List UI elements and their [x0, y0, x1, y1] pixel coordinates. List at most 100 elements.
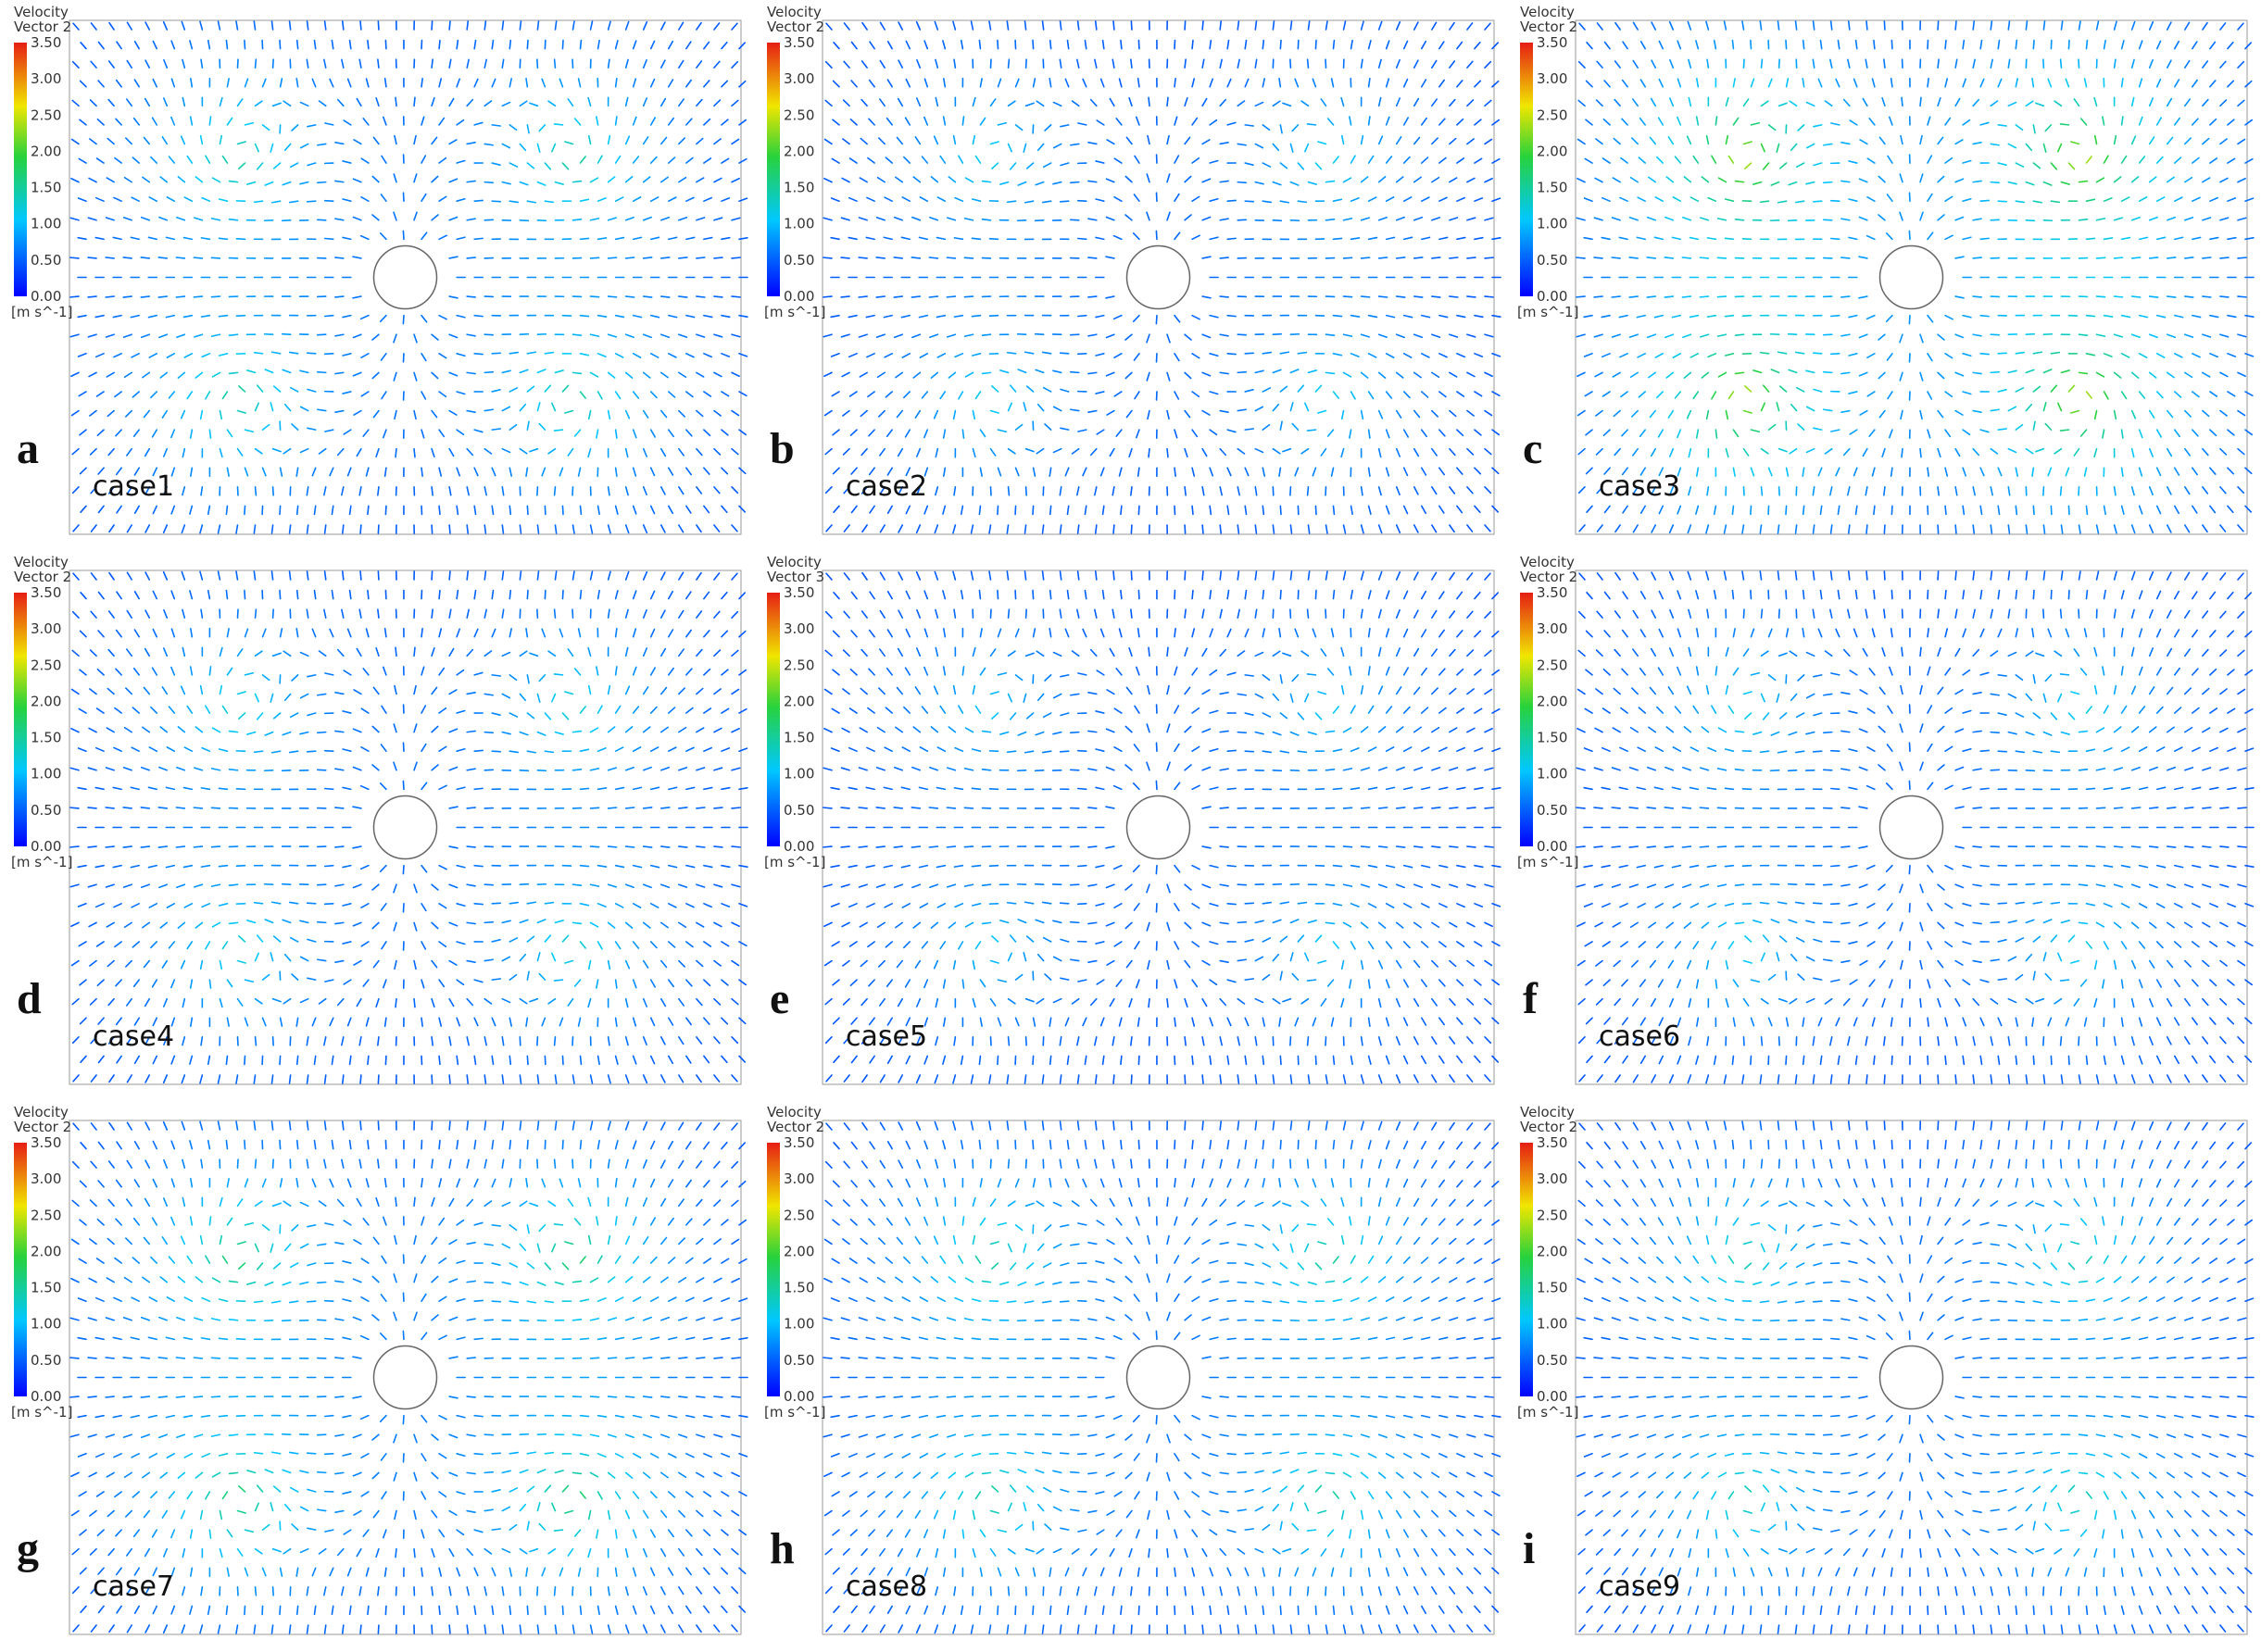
vector: [865, 314, 875, 319]
vector: [79, 669, 87, 676]
vector: [133, 79, 140, 88]
vector: [2007, 486, 2011, 496]
vector: [942, 590, 947, 600]
vector: [1136, 429, 1140, 439]
vector: [473, 1017, 479, 1027]
vector: [678, 1036, 685, 1045]
vector: [377, 486, 380, 496]
vector: [898, 1036, 904, 1045]
vector: [1201, 806, 1212, 809]
vector: [1191, 864, 1200, 870]
vector: [2130, 58, 2135, 69]
vector: [1619, 196, 1628, 202]
vector: [466, 409, 476, 413]
vector: [843, 524, 850, 532]
vector: [2155, 196, 2166, 202]
vector: [2120, 196, 2130, 202]
vector: [632, 156, 640, 164]
vector: [2219, 177, 2229, 183]
vector: [1094, 486, 1098, 496]
vector: [1272, 997, 1281, 1005]
vector: [667, 786, 678, 791]
vector: [295, 1017, 299, 1027]
vector: [989, 409, 999, 414]
vector: [1342, 333, 1353, 337]
vector: [195, 176, 204, 183]
vector: [1484, 138, 1493, 145]
vector: [97, 80, 105, 88]
vector: [1829, 58, 1833, 69]
vector: [1829, 314, 1840, 318]
vector: [900, 864, 911, 869]
vector: [1105, 806, 1115, 809]
vector: [1668, 447, 1675, 457]
vector: [1805, 406, 1815, 412]
vector: [2054, 447, 2063, 455]
vector: [943, 1017, 947, 1027]
vector: [850, 467, 858, 475]
vector: [2120, 155, 2128, 164]
vector: [1456, 467, 1463, 475]
vector: [1474, 236, 1484, 241]
vector: [659, 295, 671, 298]
vector: [1036, 953, 1045, 962]
vector: [317, 408, 327, 412]
vector: [217, 20, 221, 31]
vector: [352, 728, 362, 733]
vector: [667, 979, 674, 988]
vector: [279, 628, 283, 638]
vector: [1332, 748, 1343, 752]
vector: [509, 901, 520, 905]
vector: [1262, 467, 1265, 477]
vector: [519, 769, 530, 772]
vector: [1071, 997, 1080, 1005]
vector: [126, 997, 132, 1007]
vector: [1732, 467, 1736, 477]
vector: [825, 524, 833, 532]
colorbar-tick-label: 2.50: [784, 106, 814, 123]
vector: [2138, 314, 2149, 319]
vector: [1360, 883, 1371, 888]
vector: [1402, 78, 1409, 88]
vector: [667, 864, 678, 869]
vector: [519, 369, 529, 374]
vector: [989, 959, 999, 964]
vector: [1377, 570, 1383, 581]
vector: [1438, 467, 1445, 476]
vector: [979, 78, 983, 88]
vector: [466, 1036, 470, 1046]
vector: [587, 96, 592, 107]
vector: [2138, 40, 2143, 50]
vector: [2007, 447, 2017, 454]
vector: [2192, 314, 2202, 319]
vector: [236, 141, 246, 145]
vector: [205, 941, 211, 950]
vector: [371, 883, 380, 891]
vector: [295, 589, 299, 600]
vector: [2202, 217, 2212, 221]
vector: [2113, 486, 2117, 496]
vector: [1147, 959, 1150, 970]
vector: [1648, 176, 1657, 183]
vector: [918, 786, 929, 791]
vector: [1919, 333, 1924, 344]
vector: [842, 997, 850, 1006]
vector: [553, 123, 564, 126]
vector: [1402, 196, 1413, 202]
vector: [1742, 447, 1750, 457]
vector: [713, 921, 722, 928]
cylinder: [1878, 244, 1944, 310]
vector: [933, 959, 939, 970]
vector: [589, 845, 600, 848]
vector: [833, 592, 840, 600]
vector: [501, 731, 511, 735]
vector: [158, 766, 169, 771]
vector: [1226, 353, 1237, 356]
vector: [1036, 997, 1045, 1005]
vector: [587, 959, 592, 970]
vector: [1360, 371, 1369, 379]
vector: [911, 807, 922, 809]
vector: [1049, 39, 1052, 50]
panel-letter: b: [770, 424, 795, 473]
vector: [1076, 58, 1080, 69]
